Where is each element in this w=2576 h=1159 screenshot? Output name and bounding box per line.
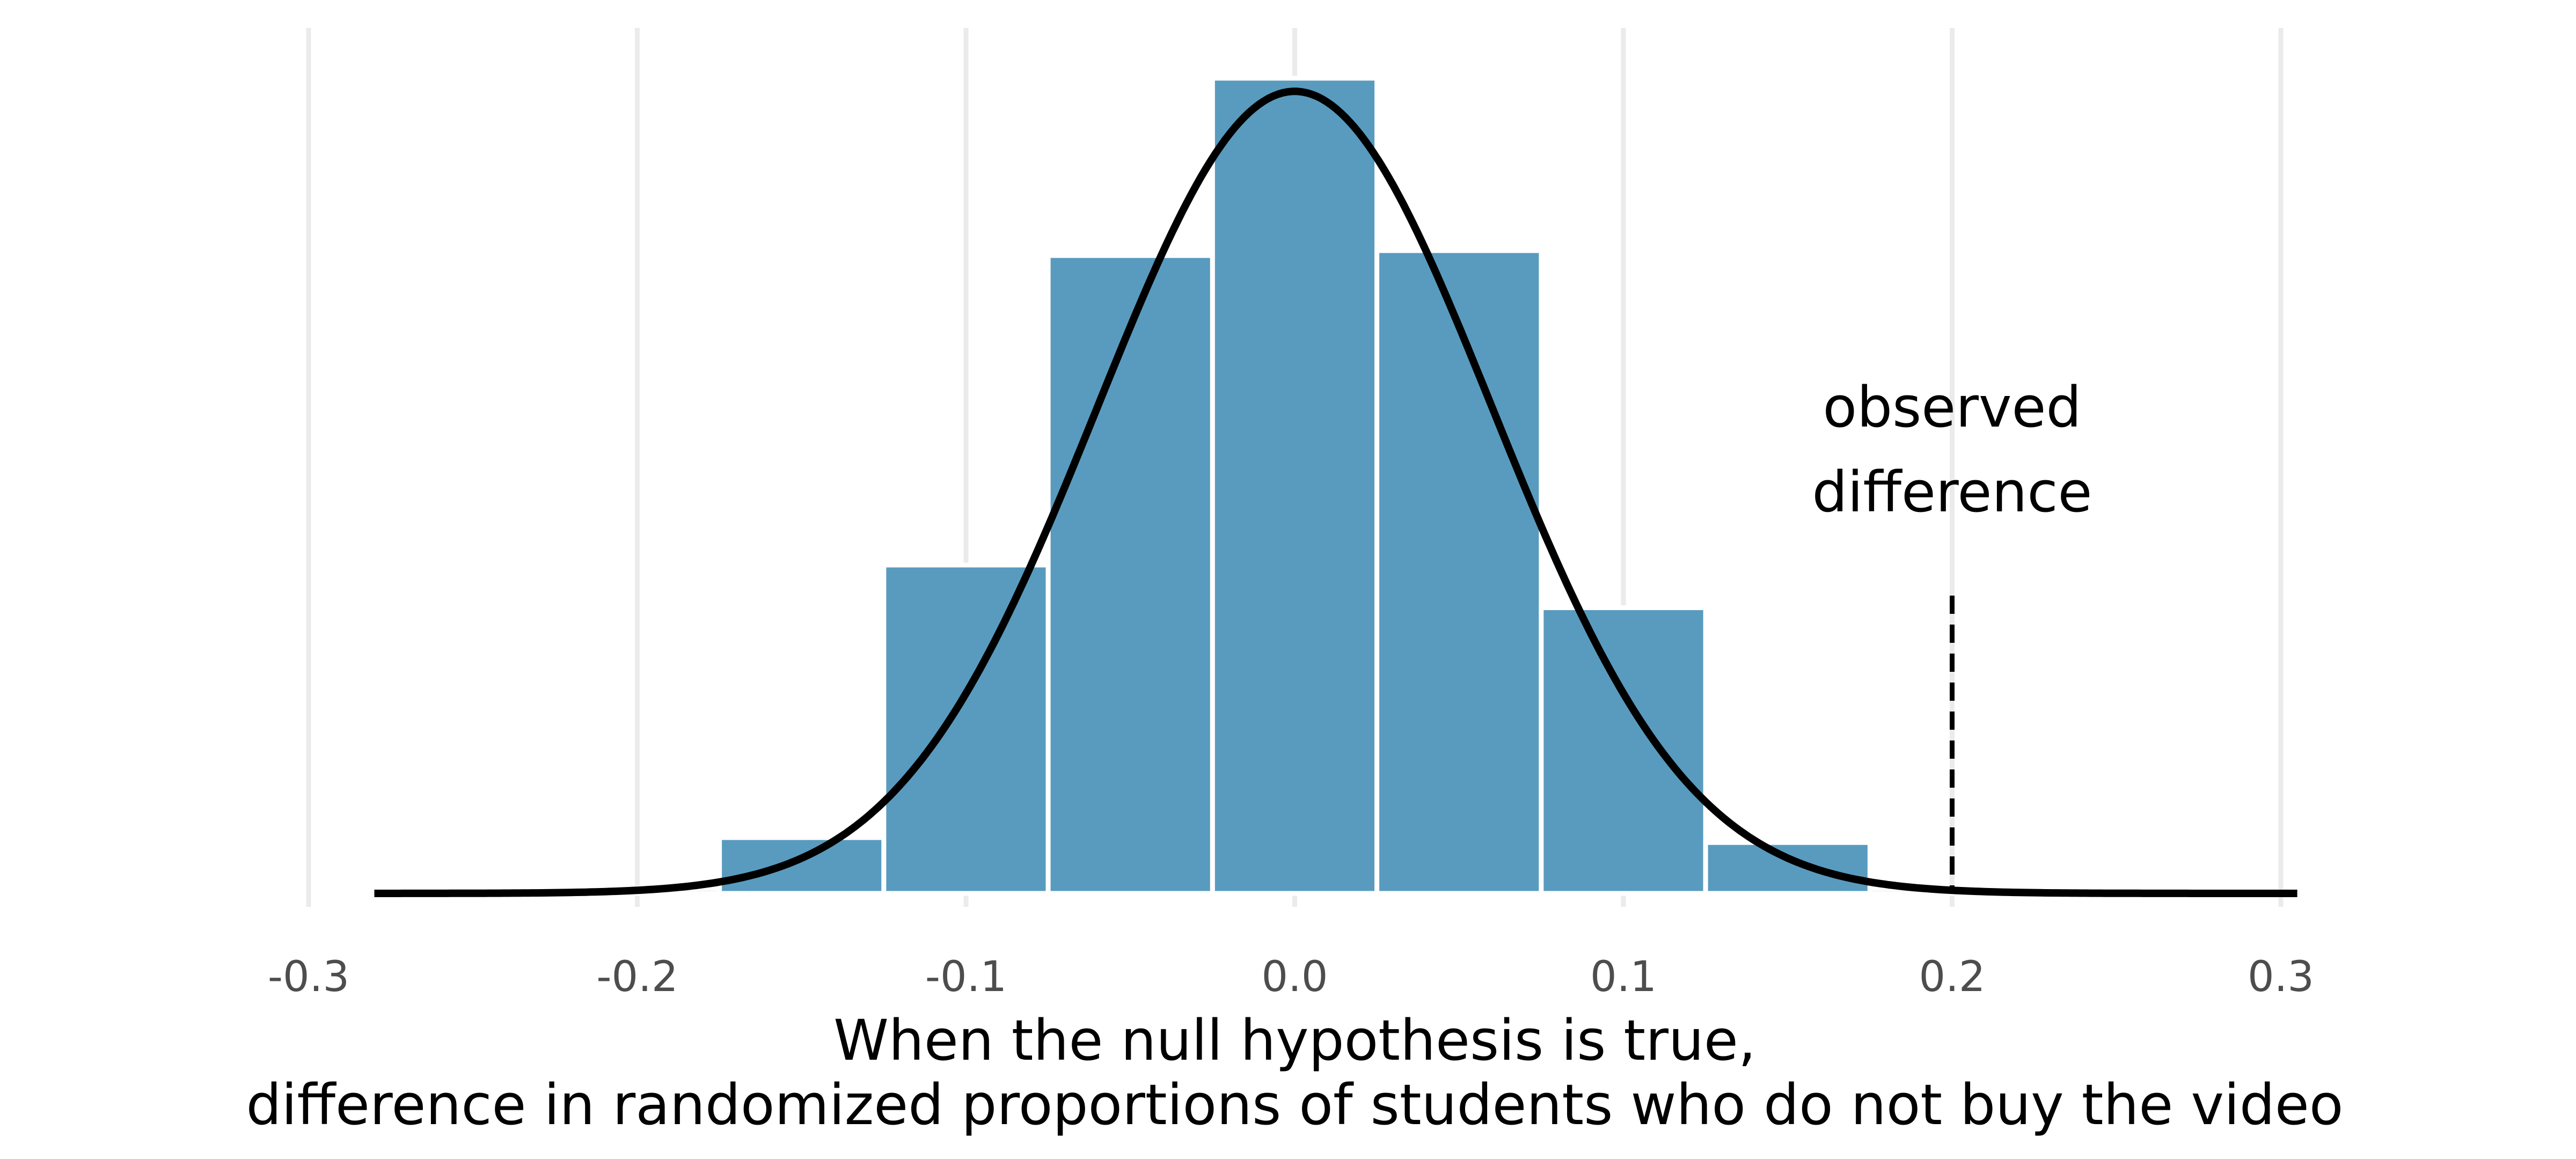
x-tick-label: 0.1 — [1590, 953, 1657, 1001]
x-tick-label: -0.2 — [596, 953, 678, 1001]
histogram-bar — [1210, 76, 1380, 896]
normal-curve — [374, 87, 2297, 897]
x-tick-label: -0.3 — [268, 953, 349, 1001]
x-axis-tick-labels: -0.3 -0.2 -0.1 0.0 0.1 0.2 0.3 — [268, 953, 2314, 1001]
histogram-bar — [881, 562, 1051, 896]
normal-curve-layer — [374, 87, 2297, 897]
x-axis-title: When the null hypothesis is true, differe… — [246, 1008, 2343, 1138]
histogram-bar — [1045, 253, 1215, 896]
histogram-bar — [1539, 605, 1708, 896]
x-tick-label: 0.3 — [2248, 953, 2314, 1001]
x-tick-label: 0.0 — [1261, 953, 1328, 1001]
histogram-bars — [552, 76, 2037, 896]
histogram-bar — [717, 835, 887, 896]
x-tick-label: -0.1 — [925, 953, 1007, 1001]
histogram-bar — [1374, 248, 1544, 896]
observed-difference-label: observed difference — [1812, 375, 2092, 525]
histogram-bar — [1703, 840, 1872, 896]
x-axis-title-line: difference in randomized proportions of … — [246, 1072, 2343, 1138]
observed-difference-label-line: observed — [1823, 375, 2081, 440]
observed-difference-label-line: difference — [1812, 459, 2092, 525]
x-tick-label: 0.2 — [1919, 953, 1985, 1001]
x-axis-title-line: When the null hypothesis is true, — [833, 1008, 1756, 1073]
